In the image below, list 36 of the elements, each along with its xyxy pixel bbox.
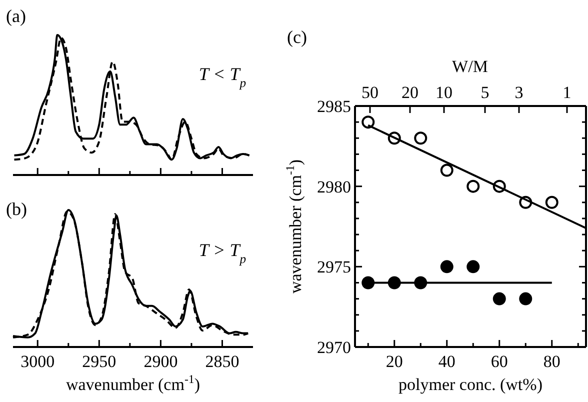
x-tick-label: 2900 (144, 352, 178, 371)
text: 1 (562, 83, 572, 102)
x-tick-label: 3000 (20, 352, 55, 371)
point (414, 132, 428, 145)
text: 20 (402, 83, 418, 102)
y-tick-label: 2980 (317, 177, 351, 196)
annotation: T > T$_{p}$ (198, 240, 246, 266)
point (440, 164, 454, 177)
point (545, 196, 558, 209)
text: 5 (480, 83, 490, 102)
y-tick-label: 2985 (317, 96, 351, 116)
text: 10 (436, 83, 452, 102)
x-tick-label: 20 (386, 352, 403, 371)
chart-title: (c) (287, 27, 307, 47)
chart-title: (a) (6, 6, 26, 26)
point (466, 260, 480, 274)
x-axis-title: wavenumber (cm$^{-1}$) (66, 372, 200, 394)
chart-title: (b) (6, 199, 27, 219)
annotation: T < T$_{p}$ (198, 64, 246, 90)
point (519, 292, 532, 306)
text: W/M (452, 57, 488, 76)
text: 3 (514, 83, 524, 102)
x-tick-label: 2850 (205, 352, 240, 371)
x-tick-label: 2950 (82, 352, 116, 371)
point (362, 276, 375, 290)
point (492, 292, 506, 306)
point (440, 260, 454, 274)
x-tick-label: 80 (543, 352, 560, 371)
point (362, 116, 375, 129)
x-tick-label: 60 (490, 352, 508, 371)
x-tick-label: 40 (438, 352, 456, 371)
x-axis-title: polymer conc. (wt%) (398, 375, 542, 394)
y-tick-label: 2970 (317, 338, 351, 357)
text: 50 (362, 83, 378, 102)
point (466, 180, 480, 193)
y-tick-label: 2975 (317, 258, 351, 277)
